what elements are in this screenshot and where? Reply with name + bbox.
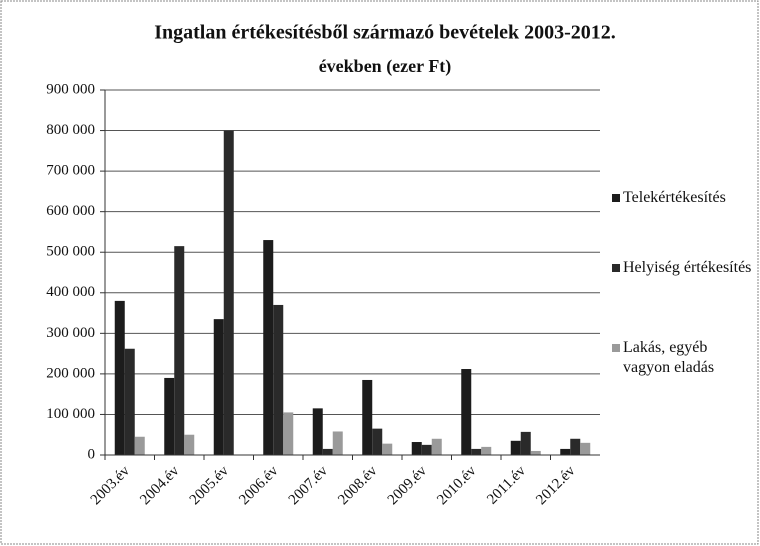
bar <box>461 369 472 455</box>
y-tick-label: 900 000 <box>46 81 95 97</box>
bar <box>332 431 343 455</box>
bar <box>124 348 135 455</box>
bar <box>184 434 195 455</box>
x-tick-label: 2011.év <box>484 463 529 508</box>
bar <box>382 443 393 455</box>
bar <box>174 246 185 455</box>
bar <box>431 438 442 455</box>
chart-title: Ingatlan értékesítésből származó bevétel… <box>154 22 616 44</box>
x-tick-label: 2012.év <box>533 463 579 509</box>
bar <box>372 428 383 455</box>
bar <box>114 300 125 455</box>
x-tick-label: 2003.év <box>88 463 134 509</box>
bar <box>263 240 274 455</box>
legend-label: Telekértékesítés <box>623 189 726 206</box>
x-tick-label: 2008.év <box>335 463 381 509</box>
legend-item: Telekértékesítés <box>612 188 752 208</box>
y-tick-label: 100 000 <box>46 406 95 422</box>
y-tick-label: 700 000 <box>46 163 95 179</box>
bar <box>134 436 145 455</box>
bar <box>273 304 284 455</box>
y-tick-label: 800 000 <box>46 122 95 138</box>
y-tick-label: 400 000 <box>46 284 95 300</box>
bar <box>570 438 581 455</box>
bar <box>560 448 571 455</box>
y-tick-label: 600 000 <box>46 203 95 219</box>
bar <box>164 377 175 455</box>
bar <box>283 412 294 455</box>
x-tick-label: 2006.év <box>236 463 282 509</box>
chart-subtitle: években (ezer Ft) <box>319 56 452 77</box>
y-tick-label: 200 000 <box>46 365 95 381</box>
x-tick-label: 2010.év <box>434 463 480 509</box>
legend-item: Helyiség értékesítés <box>612 258 752 278</box>
legend-swatch <box>612 264 620 272</box>
x-tick-label: 2004.év <box>137 463 183 509</box>
legend-swatch <box>612 344 620 352</box>
bar <box>411 442 422 455</box>
bar <box>322 448 333 455</box>
x-tick-label: 2007.év <box>286 463 332 509</box>
bar <box>510 440 521 455</box>
bar <box>481 446 492 455</box>
x-tick-label: 2009.év <box>385 463 431 509</box>
legend-swatch <box>612 194 620 202</box>
bar <box>471 448 482 455</box>
bar <box>580 442 591 455</box>
bar <box>223 130 234 456</box>
bar <box>530 450 541 455</box>
legend-item: Lakás, egyéb vagyon eladás <box>612 338 752 378</box>
x-tick-label: 2005.év <box>187 463 233 509</box>
legend-label: Lakás, egyéb vagyon eladás <box>623 339 715 376</box>
bar <box>312 408 323 455</box>
bar <box>362 379 373 455</box>
legend-label: Helyiség értékesítés <box>623 259 752 276</box>
y-tick-label: 500 000 <box>46 244 95 260</box>
bar <box>421 444 432 455</box>
y-tick-label: 300 000 <box>46 325 95 341</box>
bar <box>213 319 224 455</box>
bar <box>520 431 531 455</box>
y-tick-label: 0 <box>88 446 96 462</box>
